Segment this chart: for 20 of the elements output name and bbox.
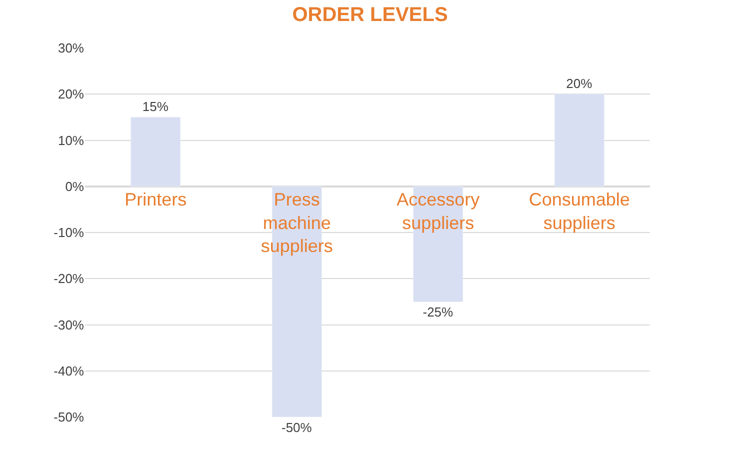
data-label: 15% [142, 99, 169, 114]
y-tick-label: 30% [58, 40, 84, 56]
bar [554, 94, 604, 187]
x-tick-label: Printers [124, 189, 187, 210]
data-label: 20% [566, 76, 593, 92]
data-label: -50% [281, 420, 312, 435]
y-tick-label: -50% [54, 410, 84, 425]
y-tick-label: -10% [54, 225, 84, 240]
y-tick-label: -20% [54, 271, 84, 286]
chart-title: ORDER LEVELS [292, 4, 448, 26]
y-tick-label: 20% [58, 86, 84, 102]
y-tick-label: 10% [58, 132, 84, 148]
y-tick-label: 0% [65, 178, 84, 194]
x-tick-label: Consumable suppliers [528, 189, 630, 233]
data-label: -25% [422, 304, 454, 320]
x-tick-label: Press machine suppliers [260, 189, 333, 256]
y-tick-label: -30% [54, 317, 84, 332]
x-tick-label: Accessory suppliers [396, 189, 480, 233]
y-tick-label: -40% [54, 363, 84, 378]
bar [130, 116, 181, 187]
